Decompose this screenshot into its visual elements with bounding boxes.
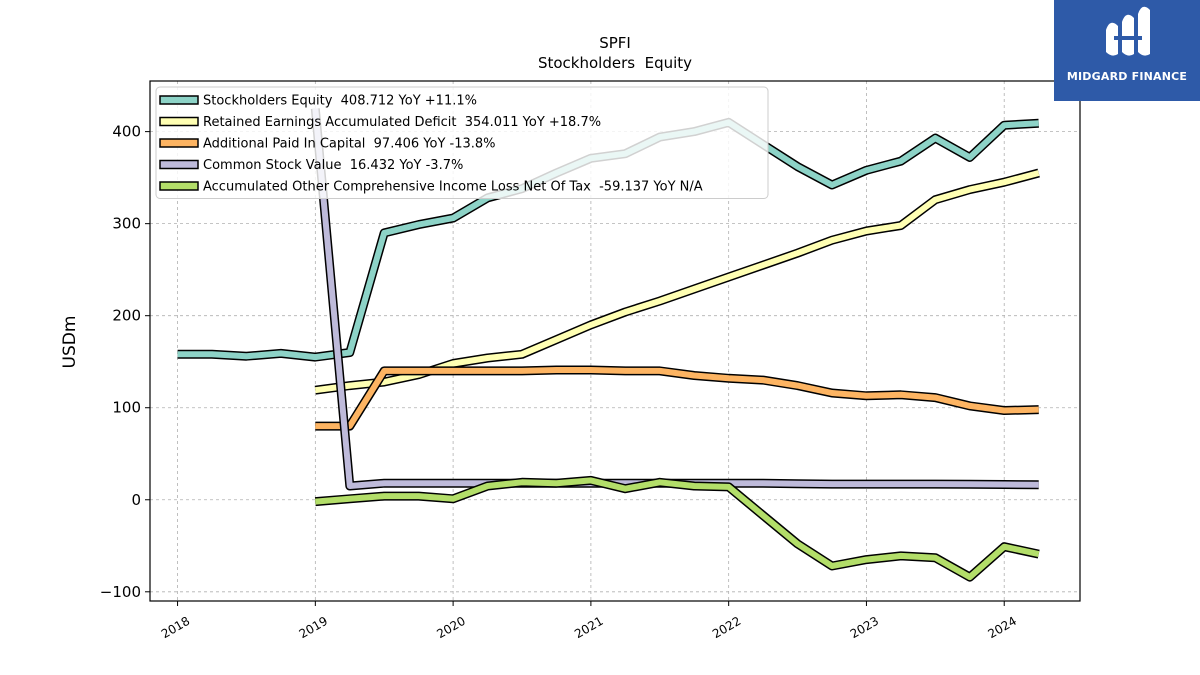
legend: Stockholders Equity 408.712 YoY +11.1% Re… <box>155 86 769 199</box>
midgard-logo-icon <box>1106 6 1150 56</box>
y-tick-label: 200 <box>112 307 141 325</box>
legend-label-2: Retained Earnings Accumulated Deficit 35… <box>203 115 601 130</box>
legend-swatch-5 <box>159 181 199 191</box>
legend-swatch-2 <box>159 116 199 127</box>
y-tick-label: −100 <box>100 583 141 601</box>
x-tick-label: 2022 <box>710 614 743 641</box>
series-line-5 <box>315 477 1040 581</box>
chart-title: SPFI <box>599 34 631 52</box>
y-tick-label: 0 <box>131 491 141 509</box>
x-tick-label: 2021 <box>572 614 605 641</box>
plot-frame <box>149 80 1081 602</box>
legend-label-3: Additional Paid In Capital 97.406 YoY -1… <box>203 137 496 152</box>
x-tick-label: 2023 <box>848 614 881 641</box>
axis-ticks: 2018 2019 2020 2021 2022 2023 2024 −100 0 100 200 3… <box>100 123 1019 642</box>
series-line-2 <box>314 170 1040 394</box>
y-tick-label: 100 <box>112 399 141 417</box>
legend-swatch-3 <box>159 138 199 148</box>
chart-subtitle: Stockholders Equity <box>538 54 692 72</box>
legend-label-5: Accumulated Other Comprehensive Income L… <box>203 180 703 195</box>
legend-swatch-1 <box>159 95 199 105</box>
legend-label-1: Stockholders Equity 408.712 YoY +11.1% <box>203 94 477 109</box>
logo-text: MIDGARD FINANCE <box>1066 70 1188 83</box>
series-line-3 <box>315 367 1039 430</box>
x-tick-label: 2020 <box>434 614 467 641</box>
x-tick-label: 2018 <box>159 614 192 641</box>
y-tick-label: 300 <box>112 215 141 233</box>
y-tick-label: 400 <box>112 123 141 141</box>
legend-box <box>155 86 769 199</box>
y-axis-label: USDm <box>60 316 80 369</box>
x-tick-label: 2024 <box>985 614 1018 641</box>
x-tick-label: 2019 <box>297 614 330 641</box>
legend-label-4: Common Stock Value 16.432 YoY -3.7% <box>203 158 463 173</box>
midgard-finance-logo: MIDGARD FINANCE <box>1054 0 1200 101</box>
legend-swatch-4 <box>159 159 199 170</box>
